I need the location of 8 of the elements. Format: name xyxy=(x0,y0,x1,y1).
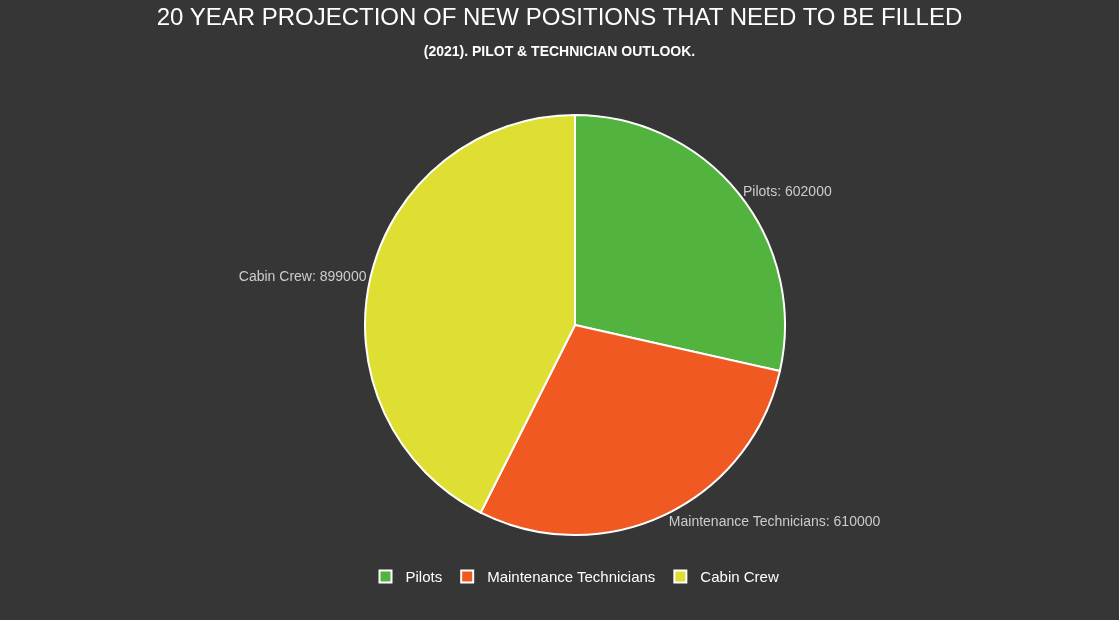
chart-title: 20 YEAR PROJECTION OF NEW POSITIONS THAT NEED TO BE FILLED xyxy=(156,2,963,30)
legend-label: Cabin Crew xyxy=(700,568,779,586)
data-label: Pilots: 602000 xyxy=(742,182,832,199)
data-label: Maintenance Technicians: 610000 xyxy=(668,513,881,530)
legend-label: Maintenance Technicians xyxy=(487,568,656,586)
data-label: Cabin Crew: 899000 xyxy=(238,268,367,285)
chart-subtitle: (2021). PILOT & TECHNICIAN OUTLOOK. xyxy=(423,43,696,59)
legend-label: Pilots xyxy=(405,568,443,586)
